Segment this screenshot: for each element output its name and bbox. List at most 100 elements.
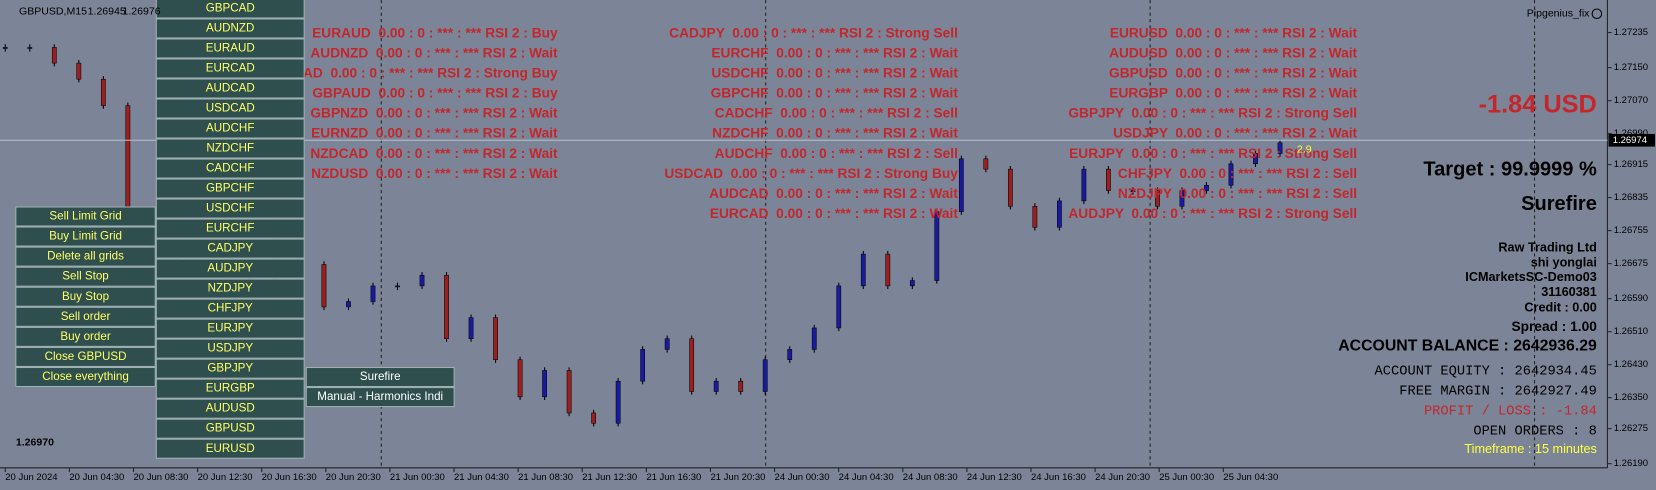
candle xyxy=(51,47,57,64)
pair-button[interactable] xyxy=(155,178,305,199)
action-button-label: Buy Limit Grid xyxy=(49,230,122,243)
candle xyxy=(689,338,695,392)
action-button[interactable] xyxy=(15,326,156,347)
pair-button[interactable] xyxy=(155,138,305,159)
action-button[interactable] xyxy=(15,366,156,388)
action-button[interactable] xyxy=(15,246,156,267)
pair-button[interactable] xyxy=(155,0,305,19)
action-button[interactable] xyxy=(15,226,156,247)
candle xyxy=(346,301,351,308)
account-broker: Raw Trading Ltd xyxy=(1498,241,1596,255)
signal: GBPAUD 0.00 : 0 : *** : *** RSI 2 : Buy xyxy=(312,86,558,101)
x-tick-label: 20 Jun 20:30 xyxy=(326,472,381,483)
candle xyxy=(100,78,106,106)
x-tick-label: 21 Jun 00:30 xyxy=(390,472,445,483)
x-tick-label: 24 Jun 08:30 xyxy=(903,472,958,483)
signal: EURUSD 0.00 : 0 : *** : *** RSI 2 : Wait xyxy=(1110,25,1358,40)
pair-button[interactable] xyxy=(155,298,305,319)
x-tick-label: 24 Jun 00:30 xyxy=(775,472,830,483)
pair-button[interactable] xyxy=(155,18,305,39)
y-tick-label: 1.26350 xyxy=(1614,392,1648,403)
account-timeframe: Timeframe : 15 minutes xyxy=(1464,442,1596,456)
candle xyxy=(664,338,670,350)
signal: EURGBP 0.00 : 0 : *** : *** RSI 2 : Wait xyxy=(1109,86,1357,101)
candle xyxy=(713,380,719,392)
signal: NZDCAD 0.00 : 0 : *** : *** RSI 2 : Wait xyxy=(310,146,558,161)
action-button[interactable] xyxy=(15,286,156,307)
side-button-label: Surefire xyxy=(360,370,401,383)
action-button-label: Close everything xyxy=(42,370,128,383)
spread-marker: 2.9 xyxy=(1297,144,1312,156)
account-strategy: Surefire xyxy=(1521,193,1597,215)
pair-button[interactable] xyxy=(155,258,305,279)
pair-button[interactable] xyxy=(155,198,305,219)
account-pl-usd: -1.84 USD xyxy=(1479,90,1597,118)
signal: NZDJPY 0.00 : 0 : *** : *** RSI 2 : Sell xyxy=(1118,186,1357,201)
pair-button[interactable] xyxy=(155,158,305,179)
pair-button[interactable] xyxy=(155,238,305,259)
action-button-label: Buy order xyxy=(60,330,110,343)
pair-button-label: GBPJPY xyxy=(207,362,253,375)
action-button-label: Close GBPUSD xyxy=(45,350,127,363)
action-button[interactable] xyxy=(15,346,156,367)
pair-button-label: EURCHF xyxy=(206,222,254,235)
pair-button[interactable] xyxy=(155,418,305,439)
account-free-margin: FREE MARGIN : 2642927.49 xyxy=(1399,384,1597,399)
signal: EURCAD 0.00 : 0 : *** : *** RSI 2 : Wait xyxy=(710,206,958,221)
account-balance: ACCOUNT BALANCE : 2642936.29 xyxy=(1338,338,1597,355)
pair-button[interactable] xyxy=(155,118,305,139)
y-tick-label: 1.26675 xyxy=(1614,258,1648,269)
pair-button[interactable] xyxy=(155,98,305,119)
candle xyxy=(787,349,793,361)
pair-button[interactable] xyxy=(155,58,305,79)
account-equity: ACCOUNT EQUITY : 2642934.45 xyxy=(1375,364,1597,379)
candle xyxy=(1155,190,1160,207)
candle xyxy=(860,253,866,287)
pair-button[interactable] xyxy=(155,378,305,399)
pair-button-label: CADCHF xyxy=(206,162,254,175)
y-tick-label: 1.27150 xyxy=(1614,62,1648,73)
action-button[interactable] xyxy=(15,266,156,287)
x-tick-label: 20 Jun 12:30 xyxy=(198,472,253,483)
signal: AUDCHF 0.00 : 0 : *** : *** RSI 2 : Sell xyxy=(715,146,958,161)
pair-button-label: AUDNZD xyxy=(206,22,254,35)
y-tick-label: 1.26990 xyxy=(1614,128,1648,139)
signal: GBPNZD 0.00 : 0 : *** : *** RSI 2 : Wait xyxy=(310,106,558,121)
x-tick-label: 21 Jun 04:30 xyxy=(454,472,509,483)
account-spread: Spread : 1.00 xyxy=(1511,319,1597,334)
pair-button[interactable] xyxy=(155,218,305,239)
candle xyxy=(444,274,449,339)
candle xyxy=(1253,153,1258,165)
x-tick-label: 25 Jun 00:30 xyxy=(1159,472,1214,483)
y-tick-label: 1.26430 xyxy=(1614,359,1648,370)
side-button[interactable] xyxy=(305,387,455,408)
pair-button-label: AUDUSD xyxy=(206,402,255,415)
action-button[interactable] xyxy=(15,206,156,227)
signal: EURAUD 0.00 : 0 : *** : *** RSI 2 : Buy xyxy=(312,25,558,40)
y-tick-label: 1.27070 xyxy=(1614,95,1648,106)
action-button[interactable] xyxy=(15,306,156,327)
x-tick-label: 20 Jun 08:30 xyxy=(133,472,188,483)
pair-button-label: AUDJPY xyxy=(207,262,253,275)
pair-button[interactable] xyxy=(155,278,305,299)
pair-button[interactable] xyxy=(155,338,305,359)
pair-button[interactable] xyxy=(155,318,305,339)
pair-button-label: EURUSD xyxy=(206,442,255,455)
candle xyxy=(542,370,547,398)
pair-button[interactable] xyxy=(155,38,305,59)
signal: GBPUSD 0.00 : 0 : *** : *** RSI 2 : Wait xyxy=(1109,66,1357,81)
side-button[interactable] xyxy=(305,366,455,388)
y-tick-label: 1.27235 xyxy=(1614,27,1648,38)
pair-button[interactable] xyxy=(155,78,305,99)
x-tick-label: 24 Jun 16:30 xyxy=(1031,472,1086,483)
y-tick-label: 1.26590 xyxy=(1614,293,1648,304)
pair-button-label: AUDCAD xyxy=(206,82,255,95)
candle xyxy=(1204,184,1209,191)
pair-button[interactable] xyxy=(155,398,305,419)
candle xyxy=(395,285,400,288)
pair-button-label: EURAUD xyxy=(206,42,255,55)
candle xyxy=(640,349,646,382)
pair-button-label: CADJPY xyxy=(207,242,253,255)
pair-button[interactable] xyxy=(155,438,305,459)
pair-button[interactable] xyxy=(155,358,305,379)
